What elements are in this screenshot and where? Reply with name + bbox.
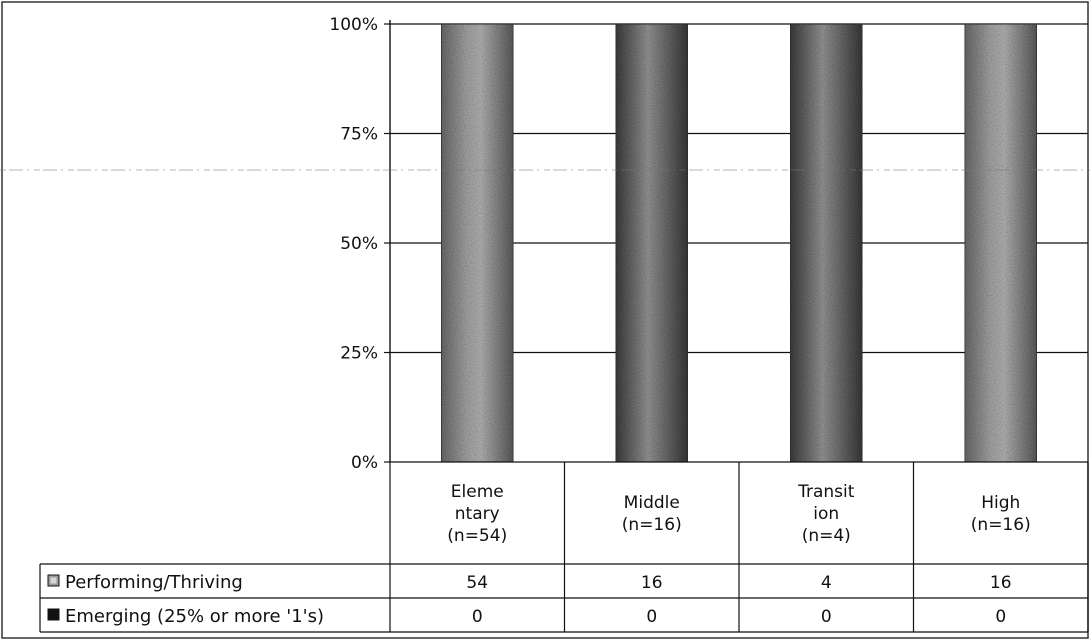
legend-key [47, 608, 60, 621]
x-category-label-line: Middle [624, 493, 680, 513]
bar-performing-thriving-1 [615, 23, 689, 463]
y-axis: 0% 25% 50% 75% 100% [329, 15, 391, 473]
data-table: Eleme ntary (n=54)Middle (n=16)Transit ion (n… [39, 461, 1089, 633]
legend-key-inner [50, 577, 57, 584]
x-category-label-line: High [981, 493, 1020, 513]
x-category-label-line: Transit [797, 482, 855, 502]
legend-entry: Emerging (25% or more '1's) [65, 606, 324, 627]
data-table-value: 0 [646, 607, 657, 627]
data-table-value: 4 [821, 573, 832, 593]
data-table-value: 16 [641, 573, 663, 593]
bar-performing-thriving-2 [789, 23, 863, 463]
x-category-label: Eleme ntary (n=54) [447, 482, 507, 546]
y-tick-label: 100% [329, 15, 378, 35]
data-table-value: 0 [995, 607, 1006, 627]
bar-performing-thriving-0 [440, 23, 514, 463]
data-table-value: 0 [821, 607, 832, 627]
y-tick-label: 75% [340, 125, 378, 145]
x-category-label-line: (n=4) [802, 526, 851, 546]
x-category-label-line: (n=54) [447, 526, 507, 546]
x-category-label-line: (n=16) [971, 515, 1031, 535]
data-table-value: 16 [990, 573, 1012, 593]
data-table-value: 54 [466, 573, 488, 593]
x-category-label: Transit ion (n=4) [797, 482, 855, 546]
x-category-label-line: ntary [455, 504, 500, 524]
data-table-value: 0 [472, 607, 483, 627]
y-tick-label: 50% [340, 234, 378, 254]
legend-entry: Performing/Thriving [65, 572, 243, 593]
y-tick-label: 25% [340, 344, 378, 364]
x-category-label-line: Eleme [451, 482, 504, 502]
y-tick-label: 0% [351, 453, 378, 473]
x-category-label: Middle (n=16) [622, 493, 682, 535]
x-category-label-line: (n=16) [622, 515, 682, 535]
x-category-label-line: ion [813, 504, 839, 524]
bar-performing-thriving-3 [964, 23, 1038, 463]
x-category-label: High (n=16) [971, 493, 1031, 535]
